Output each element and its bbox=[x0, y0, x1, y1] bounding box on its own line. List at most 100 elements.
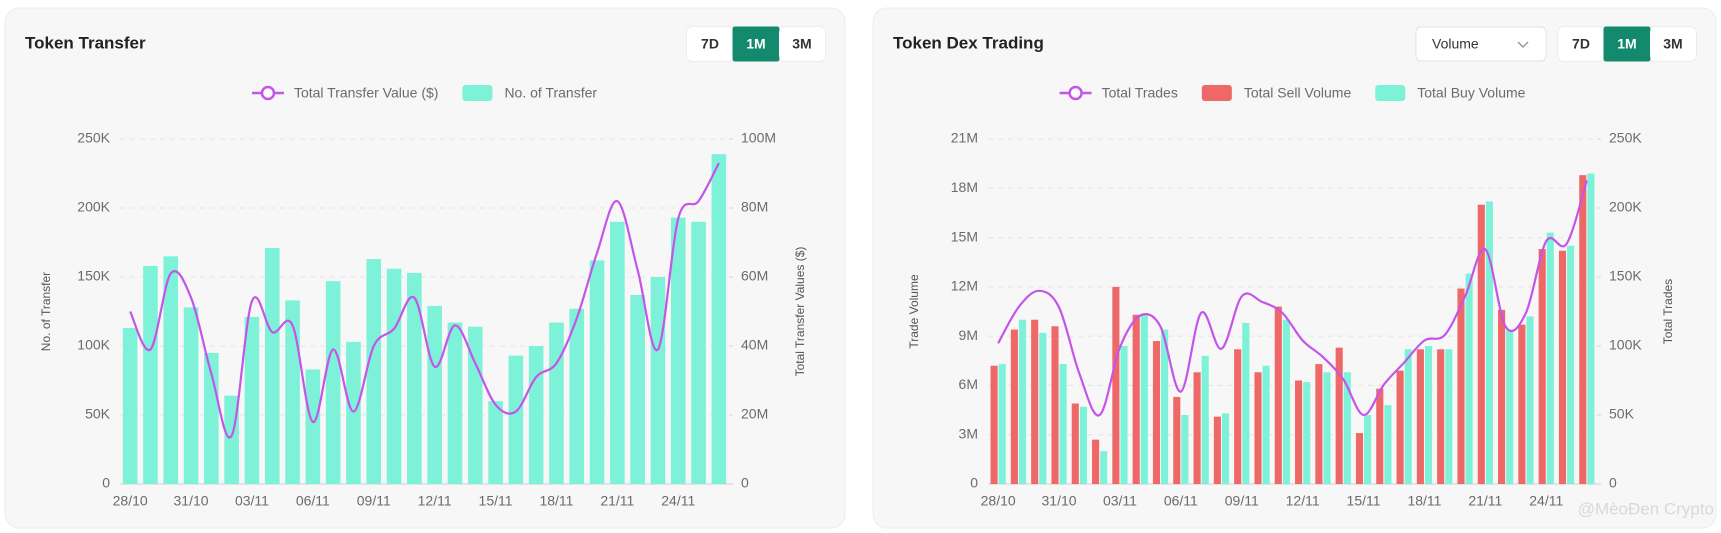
x-tick-label: 31/10 bbox=[1042, 493, 1077, 509]
x-tick-label: 24/11 bbox=[661, 493, 695, 509]
y2-tick-label: 40M bbox=[741, 337, 768, 353]
bar bbox=[1384, 405, 1392, 484]
control-button[interactable] bbox=[687, 27, 733, 61]
x-tick-label: 31/10 bbox=[174, 493, 209, 509]
x-tick-label: 03/11 bbox=[235, 493, 269, 509]
bar bbox=[990, 365, 998, 484]
y-tick-label: 100K bbox=[77, 337, 110, 353]
x-tick-label: 15/11 bbox=[479, 493, 513, 509]
bar bbox=[1193, 372, 1201, 484]
chart-title: Token Transfer bbox=[25, 33, 146, 52]
bar bbox=[1181, 415, 1189, 484]
legend-swatch[interactable] bbox=[1375, 85, 1406, 101]
bar bbox=[1092, 439, 1100, 484]
bar bbox=[1465, 273, 1473, 484]
y2-tick-label: 60M bbox=[741, 268, 768, 284]
x-tick-label: 18/11 bbox=[539, 493, 573, 509]
bar bbox=[1323, 372, 1331, 484]
y2-tick-label: 250K bbox=[1609, 130, 1642, 146]
dropdown-label[interactable]: Volume bbox=[1432, 36, 1479, 52]
bar bbox=[1457, 288, 1465, 484]
bar bbox=[1295, 380, 1303, 484]
bar bbox=[691, 221, 706, 485]
bar bbox=[264, 248, 280, 484]
legend-label[interactable]: Total Buy Volume bbox=[1417, 85, 1525, 101]
bar bbox=[1100, 451, 1108, 484]
bar bbox=[1579, 175, 1587, 484]
bar bbox=[1274, 306, 1282, 484]
bar bbox=[325, 281, 341, 484]
bar bbox=[163, 256, 179, 484]
y-tick-label: 9M bbox=[959, 327, 978, 343]
bar bbox=[467, 326, 483, 484]
bar bbox=[1376, 388, 1384, 484]
bar bbox=[1587, 173, 1595, 484]
legend-label[interactable]: Total Sell Volume bbox=[1244, 85, 1352, 101]
bar bbox=[1262, 365, 1270, 484]
bar bbox=[1477, 204, 1485, 484]
legend: Total Trades Total Sell Volume Total Buy V… bbox=[1059, 85, 1526, 101]
y-axis-title: No. of Transfer bbox=[39, 272, 53, 351]
bar bbox=[1558, 250, 1567, 484]
bar bbox=[998, 364, 1006, 484]
legend-swatch[interactable] bbox=[462, 85, 493, 101]
y-tick-label: 50K bbox=[85, 406, 111, 422]
bar bbox=[1437, 349, 1445, 484]
bar bbox=[630, 294, 645, 484]
legend-dot[interactable] bbox=[1068, 85, 1083, 101]
bar bbox=[1031, 319, 1039, 484]
bar bbox=[1396, 370, 1404, 484]
control-label[interactable]: 1M bbox=[746, 36, 765, 52]
bar bbox=[1112, 286, 1120, 484]
control-button[interactable] bbox=[779, 27, 825, 61]
bar bbox=[1010, 329, 1018, 484]
y-tick-label: 250K bbox=[77, 130, 110, 146]
y2-axis-title: Total Transfer Values ($) bbox=[793, 247, 807, 377]
bar bbox=[1506, 329, 1514, 484]
bar bbox=[1364, 415, 1372, 484]
y-tick-label: 200K bbox=[77, 199, 110, 215]
y2-tick-label: 150K bbox=[1609, 268, 1642, 284]
control-label[interactable]: 1M bbox=[1617, 36, 1636, 52]
x-tick-label: 12/11 bbox=[1286, 493, 1320, 509]
legend-label[interactable]: Total Transfer Value ($) bbox=[294, 85, 438, 101]
legend-dot[interactable] bbox=[260, 85, 276, 101]
bar bbox=[1567, 245, 1575, 484]
legend-swatch[interactable] bbox=[1201, 85, 1232, 101]
control-label[interactable]: 3M bbox=[792, 36, 811, 52]
bar bbox=[650, 277, 666, 484]
bar bbox=[1335, 347, 1343, 484]
bar bbox=[143, 265, 158, 484]
y2-tick-label: 80M bbox=[741, 199, 768, 215]
bar bbox=[427, 305, 442, 484]
x-tick-label: 28/10 bbox=[981, 493, 1016, 509]
bar bbox=[1424, 346, 1433, 484]
bar bbox=[1242, 323, 1250, 484]
legend-label[interactable]: Total Trades bbox=[1102, 85, 1178, 101]
control-label[interactable]: 3M bbox=[1663, 36, 1682, 52]
y-tick-label: 3M bbox=[959, 425, 978, 441]
bar bbox=[346, 341, 361, 484]
y-tick-label: 0 bbox=[970, 475, 978, 491]
bar bbox=[1079, 406, 1087, 484]
bar bbox=[1039, 332, 1047, 484]
control-label[interactable]: 7D bbox=[1572, 36, 1590, 52]
control-label[interactable]: 7D bbox=[701, 36, 719, 52]
bar bbox=[1152, 341, 1161, 484]
control-button[interactable] bbox=[1558, 27, 1604, 61]
bar bbox=[1343, 372, 1351, 484]
legend-label[interactable]: No. of Transfer bbox=[504, 85, 597, 101]
bar bbox=[1132, 314, 1140, 484]
x-tick-label: 21/11 bbox=[600, 493, 634, 509]
bar bbox=[447, 322, 463, 484]
dropdown[interactable] bbox=[1415, 26, 1547, 62]
y2-tick-label: 0 bbox=[1609, 475, 1617, 491]
control-button[interactable] bbox=[1650, 27, 1696, 61]
y2-tick-label: 20M bbox=[741, 406, 768, 422]
bar bbox=[407, 272, 422, 484]
bar bbox=[1315, 364, 1323, 484]
bar bbox=[305, 369, 321, 484]
y-tick-label: 21M bbox=[951, 130, 978, 146]
bar bbox=[1051, 326, 1059, 484]
